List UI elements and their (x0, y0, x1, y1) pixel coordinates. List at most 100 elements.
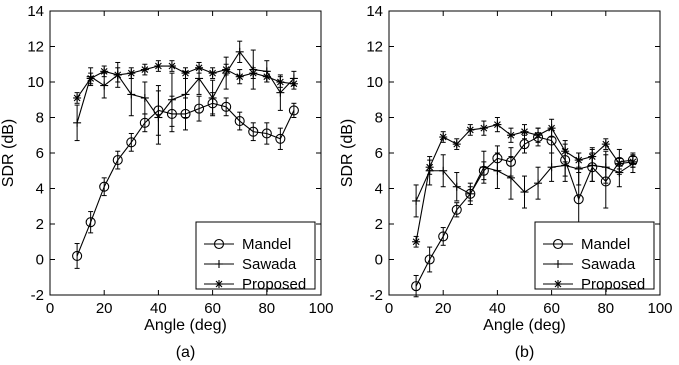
panel-a-series-proposed-point-d2 (209, 69, 216, 77)
panel-b-series-sawada-point (412, 196, 421, 205)
panel-a-series-proposed-point-d2 (155, 62, 162, 70)
panel-b-series-proposed-point-d2 (534, 131, 542, 139)
panel-b-series-proposed-point-d2 (466, 126, 474, 134)
panel-a-series-mandel-point (112, 155, 123, 166)
panel-b-series-mandel-point-shape (519, 139, 530, 150)
panel-a-series-mandel-point-shape (99, 181, 110, 192)
panel-a-series-mandel-point-shape (139, 117, 150, 128)
panel-b-series-proposed-point (615, 159, 624, 168)
panel-b-series-mandel-point-shape (438, 231, 449, 242)
panel-a-xtick-label: 40 (150, 300, 167, 317)
panel-b-series-proposed-point (425, 163, 434, 172)
panel-b-series-mandel-point (438, 231, 449, 242)
panel-a-series-proposed-point-d2 (249, 69, 257, 77)
panel-a-xtick-label: 80 (258, 300, 275, 317)
panel-a-series-proposed-point (154, 62, 163, 71)
panel-a-legend: Mandel Sawada Proposed (195, 221, 316, 293)
panel-a-legend-proposed: Proposed (204, 276, 306, 293)
panel-b-caption: (b) (515, 344, 535, 361)
panel-a-series-mandel-point-shape (72, 250, 83, 261)
panel-a-series-sawada-point (208, 93, 217, 102)
panel-a-xtick-label: 0 (46, 300, 54, 317)
panel-b-series-proposed-point-d2 (561, 147, 569, 155)
panel-b-legend-sawada-marker (554, 260, 562, 268)
panel-b-xtick-label: 20 (435, 300, 452, 317)
panel-b-series-proposed-point-d2 (453, 140, 461, 148)
panel-b-series-proposed-point (588, 152, 597, 161)
panel-a-xlabel: Angle (deg) (144, 317, 227, 334)
panel-a-xtick-label: 20 (96, 300, 113, 317)
panel-a-series-mandel-point (261, 128, 272, 139)
panel-a-series (72, 40, 299, 269)
panel-a-legend-mandel-label: Mandel (242, 236, 291, 253)
panel-a-ytick-label: 12 (27, 39, 44, 56)
panel-a-series-proposed-point (276, 78, 285, 86)
panel-a-series-mandel-point (139, 117, 150, 128)
panel-b-xtick-label: 60 (543, 300, 560, 317)
panel-b-series-proposed-point-d2 (426, 163, 434, 171)
panel-a-series-sawada-point (154, 113, 163, 122)
panel-a-series-proposed-point-d2 (141, 66, 149, 73)
panel-a-series-mandel-point (221, 101, 232, 112)
panel-b-series-sawada-point (601, 163, 610, 172)
panel-b-ytick-label: 12 (366, 39, 383, 56)
panel-a-series-sawada-point (127, 90, 136, 99)
panel-b-series-proposed-point (601, 140, 610, 149)
panel-a-legend-proposed-marker (215, 280, 223, 288)
panel-a-series-proposed-point-d2 (73, 94, 81, 102)
panel-b-ytick-label: 8 (375, 110, 383, 127)
panel-b-series-proposed-point-d2 (480, 124, 488, 132)
panel-a-series-proposed-point (235, 72, 244, 81)
panel-b-series-sawada-point (547, 163, 556, 172)
panel-a-ytick-label: 14 (27, 3, 44, 20)
panel-b-legend-sawada-label: Sawada (581, 256, 636, 273)
panel-b-legend-mandel-marker (552, 238, 564, 250)
panel-b-series-proposed-point (574, 156, 583, 165)
panel-a-ytick-label: 0 (36, 252, 44, 269)
panel-a-series-sawada-point (276, 88, 285, 97)
panel-a-series-proposed-point (249, 69, 258, 78)
panel-b-series-proposed-point (466, 125, 475, 134)
panel-a-series-mandel-point (194, 103, 205, 114)
panel-a-series-proposed-point (195, 63, 204, 72)
panel-b-series-proposed-point-d2 (602, 140, 610, 148)
panel-b-legend-mandel-marker-shape (552, 238, 564, 250)
panel-a-series-sawada-point (235, 47, 244, 56)
panel-a-series-proposed-point (262, 72, 271, 81)
panel-b-series-proposed-point-d2 (507, 131, 515, 139)
panel-a-series-proposed-point (167, 62, 176, 71)
panel-a-series-proposed-point-d2 (127, 69, 135, 77)
panel-a-ytick-label: -2 (31, 287, 44, 304)
panel-b-series-proposed-point-d2 (412, 238, 420, 246)
panel-a-series-proposed-point (222, 65, 231, 74)
panel-a-xtick-label: 100 (308, 300, 333, 317)
panel-a-series-mandel-point-shape (85, 217, 96, 228)
panel-b-series-proposed-point-d2 (494, 121, 501, 128)
panel-a-caption: (a) (176, 344, 196, 361)
panel-b-xtick-label: 40 (489, 300, 506, 317)
panel-b-legend-proposed-marker (554, 280, 562, 288)
panel-b-series-proposed-point (412, 237, 421, 246)
panel-b-series-proposed-point (628, 157, 637, 166)
panel-b-xtick-label: 80 (597, 300, 614, 317)
panel-a-legend-proposed-label: Proposed (242, 276, 306, 293)
panel-a-ytick-label: 6 (36, 145, 44, 162)
panel-b-series-mandel-point-shape (573, 194, 584, 205)
panel-b-legend-box (534, 221, 655, 290)
panel-a-series-proposed-point (289, 79, 298, 88)
panel-b-series-proposed-point-d2 (521, 128, 528, 136)
panel-b-ytick-label: 6 (375, 145, 383, 162)
panel-a-legend-sawada-marker (215, 260, 223, 268)
panel-a-series-proposed-point (113, 70, 122, 79)
panel-a-xtick-label: 60 (204, 300, 221, 317)
panel-a-series-proposed-point (181, 69, 190, 78)
panel-b-series-proposed-point-d2 (548, 124, 555, 132)
panel-b-series-proposed-point (547, 124, 556, 133)
panel-b-series-sawada-point (479, 163, 488, 172)
panel-a-legend-sawada: Sawada (204, 256, 297, 273)
panel-a-series-mandel-point (126, 137, 137, 148)
panel-a-series-proposed-point-d2 (100, 67, 108, 75)
